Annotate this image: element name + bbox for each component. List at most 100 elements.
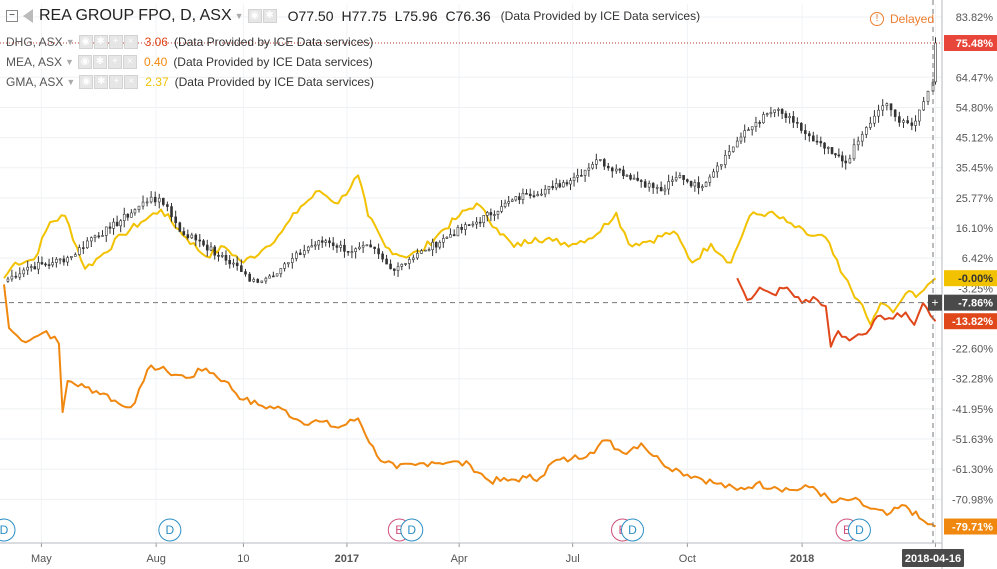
candle-body <box>306 246 310 251</box>
candle-body <box>595 159 598 165</box>
candle-body <box>769 112 773 115</box>
candle-body <box>220 255 224 257</box>
candle-body <box>780 109 784 114</box>
dividend-event-marker[interactable]: D <box>158 518 182 542</box>
delayed-badge[interactable]: ! Delayed <box>870 12 934 26</box>
candle-body <box>420 250 423 254</box>
high-value: H77.75 <box>341 8 387 24</box>
series-line-gma[interactable] <box>3 174 937 326</box>
candle-body <box>844 160 848 164</box>
candle-body <box>898 116 901 123</box>
candle-body <box>860 134 864 142</box>
candle-body <box>137 205 141 210</box>
flag-icon[interactable] <box>23 9 33 23</box>
chevron-down-icon[interactable]: ▼ <box>234 11 244 21</box>
candle-body <box>460 227 463 230</box>
candle-body <box>704 182 708 187</box>
compare-symbol[interactable]: DHG, ASX <box>6 35 63 49</box>
collapse-legend-icon[interactable]: − <box>6 10 18 22</box>
candle-body <box>489 212 493 216</box>
add-icon[interactable]: + <box>108 35 123 49</box>
candle-body <box>449 234 452 238</box>
eye-icon[interactable]: ◉ <box>78 35 93 49</box>
candle-body <box>51 262 54 266</box>
candle-body <box>157 197 161 203</box>
event-letter: E <box>395 523 403 537</box>
candle-body <box>101 235 104 237</box>
candle-body <box>500 206 503 212</box>
candle-body <box>393 268 396 271</box>
y-tick-label: 54.80% <box>956 102 994 114</box>
low-value: L75.96 <box>394 8 438 24</box>
candle-body <box>881 105 885 111</box>
compare-symbol[interactable]: GMA, ASX <box>6 75 64 89</box>
candle-body <box>343 244 346 252</box>
add-icon[interactable]: + <box>109 75 124 89</box>
dividend-event-marker[interactable]: D <box>400 518 424 542</box>
gear-icon[interactable]: ✱ <box>94 75 109 89</box>
candle-body <box>747 129 750 131</box>
candle-body <box>320 240 324 243</box>
series-line-dhg[interactable] <box>736 277 937 348</box>
candle-body <box>78 247 81 255</box>
candle-body <box>739 136 743 142</box>
gear-icon[interactable]: ✱ <box>93 35 108 49</box>
candle-body <box>773 109 776 113</box>
close-icon[interactable]: × <box>123 35 138 49</box>
gear-icon[interactable]: ✱ <box>262 9 277 23</box>
candle-body <box>272 275 275 278</box>
plus-icon: + <box>931 296 938 310</box>
candle-body <box>889 103 893 111</box>
candle-body <box>569 180 572 185</box>
candle-body <box>697 182 700 189</box>
events-layer: DDEDEDED <box>0 518 871 542</box>
data-source: (Data Provided by ICE Data services) <box>173 35 374 49</box>
gear-icon[interactable]: ✱ <box>92 55 107 69</box>
y-tick-label: 64.47% <box>956 72 994 84</box>
candle-body <box>369 244 372 248</box>
add-icon[interactable]: + <box>107 55 122 69</box>
chevron-down-icon[interactable]: ▼ <box>65 37 75 47</box>
dividend-event-marker[interactable]: D <box>0 518 16 542</box>
y-tick-label: -3.25% <box>958 283 993 295</box>
chevron-down-icon[interactable]: ▼ <box>66 77 76 87</box>
grid <box>0 4 942 543</box>
chevron-down-icon[interactable]: ▼ <box>65 57 74 67</box>
candles-rea[interactable] <box>6 37 937 284</box>
candle-body <box>518 196 521 200</box>
candle-body <box>166 204 169 207</box>
candle-body <box>525 193 528 195</box>
compare-symbol[interactable]: MEA, ASX <box>6 55 63 69</box>
candle-body <box>182 231 186 235</box>
ohlc-values: O77.50 H77.75 L75.96 C76.36 <box>288 8 499 24</box>
candle-body <box>194 234 198 241</box>
crosshair-date-text: 2018-04-16 <box>905 553 961 565</box>
eye-icon[interactable]: ◉ <box>79 75 94 89</box>
candle-body <box>427 249 431 251</box>
candle-body <box>85 240 89 249</box>
close-icon[interactable]: × <box>122 55 137 69</box>
close-icon[interactable]: × <box>124 75 139 89</box>
eye-icon[interactable]: ◉ <box>77 55 92 69</box>
dividend-event-marker[interactable]: D <box>620 518 644 542</box>
candle-body <box>396 266 400 271</box>
event-letter: D <box>0 523 9 537</box>
candle-body <box>528 193 532 196</box>
candle-body <box>629 174 632 180</box>
price-label-box <box>944 35 997 52</box>
candle-body <box>885 103 889 107</box>
dividend-event-marker[interactable]: D <box>847 518 871 542</box>
candle-body <box>260 280 264 283</box>
eye-icon[interactable]: ◉ <box>247 9 262 23</box>
candle-body <box>510 199 514 202</box>
candle-body <box>830 147 834 154</box>
series-line-mea[interactable] <box>3 284 937 528</box>
candle-body <box>902 120 905 123</box>
candle-body <box>547 185 551 190</box>
candle-body <box>44 263 47 266</box>
main-symbol[interactable]: REA GROUP FPO, D, ASX <box>39 7 232 24</box>
price-label-text: 75.48% <box>956 38 994 50</box>
candle-body <box>190 234 194 239</box>
add-alert-icon[interactable] <box>928 294 942 311</box>
